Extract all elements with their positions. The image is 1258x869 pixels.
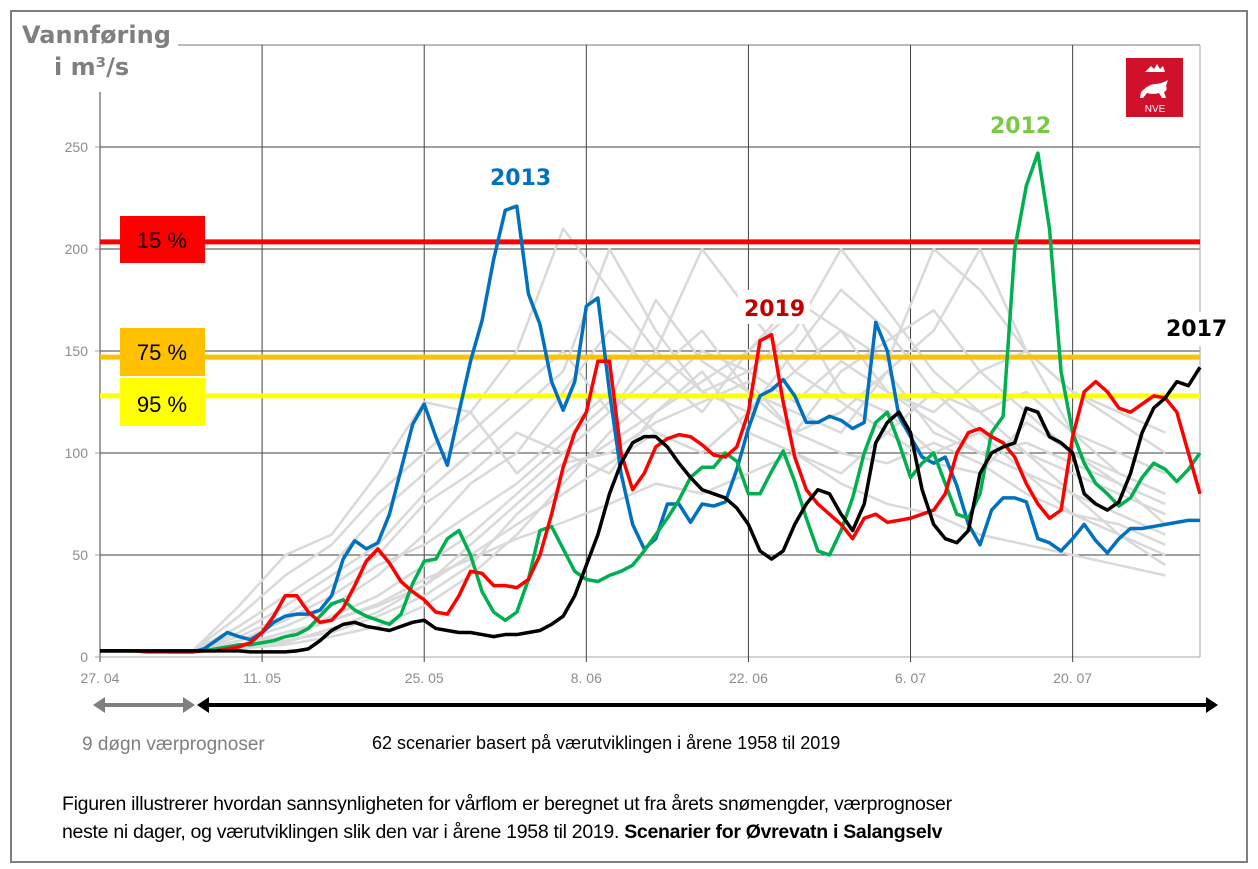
forecast-label: 9 døgn værprognoser [82,734,265,755]
y-tick-label: 200 [65,241,89,257]
x-tick-label: 27. 04 [81,670,120,686]
scenario-line [100,247,1166,653]
threshold-box-95 [120,378,205,426]
highlighted-series [100,151,1202,654]
threshold-label-15: 15 % [137,228,187,253]
x-tick-label: 25. 05 [405,670,444,686]
scenario-line [100,288,1166,653]
x-tick-label: 8. 06 [571,670,602,686]
label-bg-2019 [738,290,810,324]
y-tick-label: 150 [65,343,89,359]
frame-border [10,10,1248,863]
forecast-period-arrow [93,697,195,713]
scenarios-label: 62 scenarier basert på værutviklingen i … [372,733,840,753]
caption-line2-text: neste ni dager, og værutviklingen slik d… [62,821,620,843]
y-tick-label: 250 [65,139,89,155]
y-axis-title-line2: i m³/s [54,53,129,81]
y-axis-title-line1: Vannføring [22,21,171,49]
scenario-line [100,227,1166,653]
y-axis-ticks: 0 50 100 150 200 250 [65,139,100,665]
scenario-line [100,370,1167,653]
x-axis-ticks: 27. 04 11. 05 25. 05 8. 06 22. 06 6. 07 20. 07 [81,670,1093,686]
y-tick-label: 50 [72,547,88,563]
threshold-box-75 [120,328,205,376]
series-label-2019: 2019 [744,297,805,322]
caption-line2: neste ni dager, og værutviklingen slik d… [62,821,942,844]
scenario-period-arrow [197,697,1218,713]
series-label-2013: 2013 [490,166,551,191]
scenario-line [100,247,1166,653]
scenario-line [100,247,1166,653]
scenario-line [100,308,1166,653]
x-tick-label: 22. 06 [729,670,768,686]
threshold-label-95: 95 % [137,392,187,417]
y-tick-label: 100 [65,445,89,461]
x-tick-label: 11. 05 [243,670,281,686]
series-line-2012 [100,151,1202,653]
threshold-box-15 [120,216,205,263]
caption-line1: Figuren illustrerer hvordan sannsynlighe… [62,793,952,815]
series-line-2017 [100,366,1202,654]
series-label-2012: 2012 [990,114,1051,139]
x-tick-label: 20. 07 [1053,670,1092,686]
nve-logo: NVE [1126,58,1183,117]
gridlines [99,45,1201,662]
y-tick-label: 0 [80,649,88,665]
scenario-lines [100,227,1167,653]
x-tick-label: 6. 07 [895,670,926,686]
threshold-label-75: 75 % [137,340,187,365]
series-line-2019 [100,332,1202,654]
scenario-line [100,247,1166,653]
logo-text: NVE [1145,104,1166,115]
series-label-2017: 2017 [1166,317,1227,342]
caption-bold-title: Scenarier for Øvrevatn i Salangselv [624,821,943,843]
scenario-line [100,247,1166,653]
label-bg-2017 [1160,312,1230,346]
